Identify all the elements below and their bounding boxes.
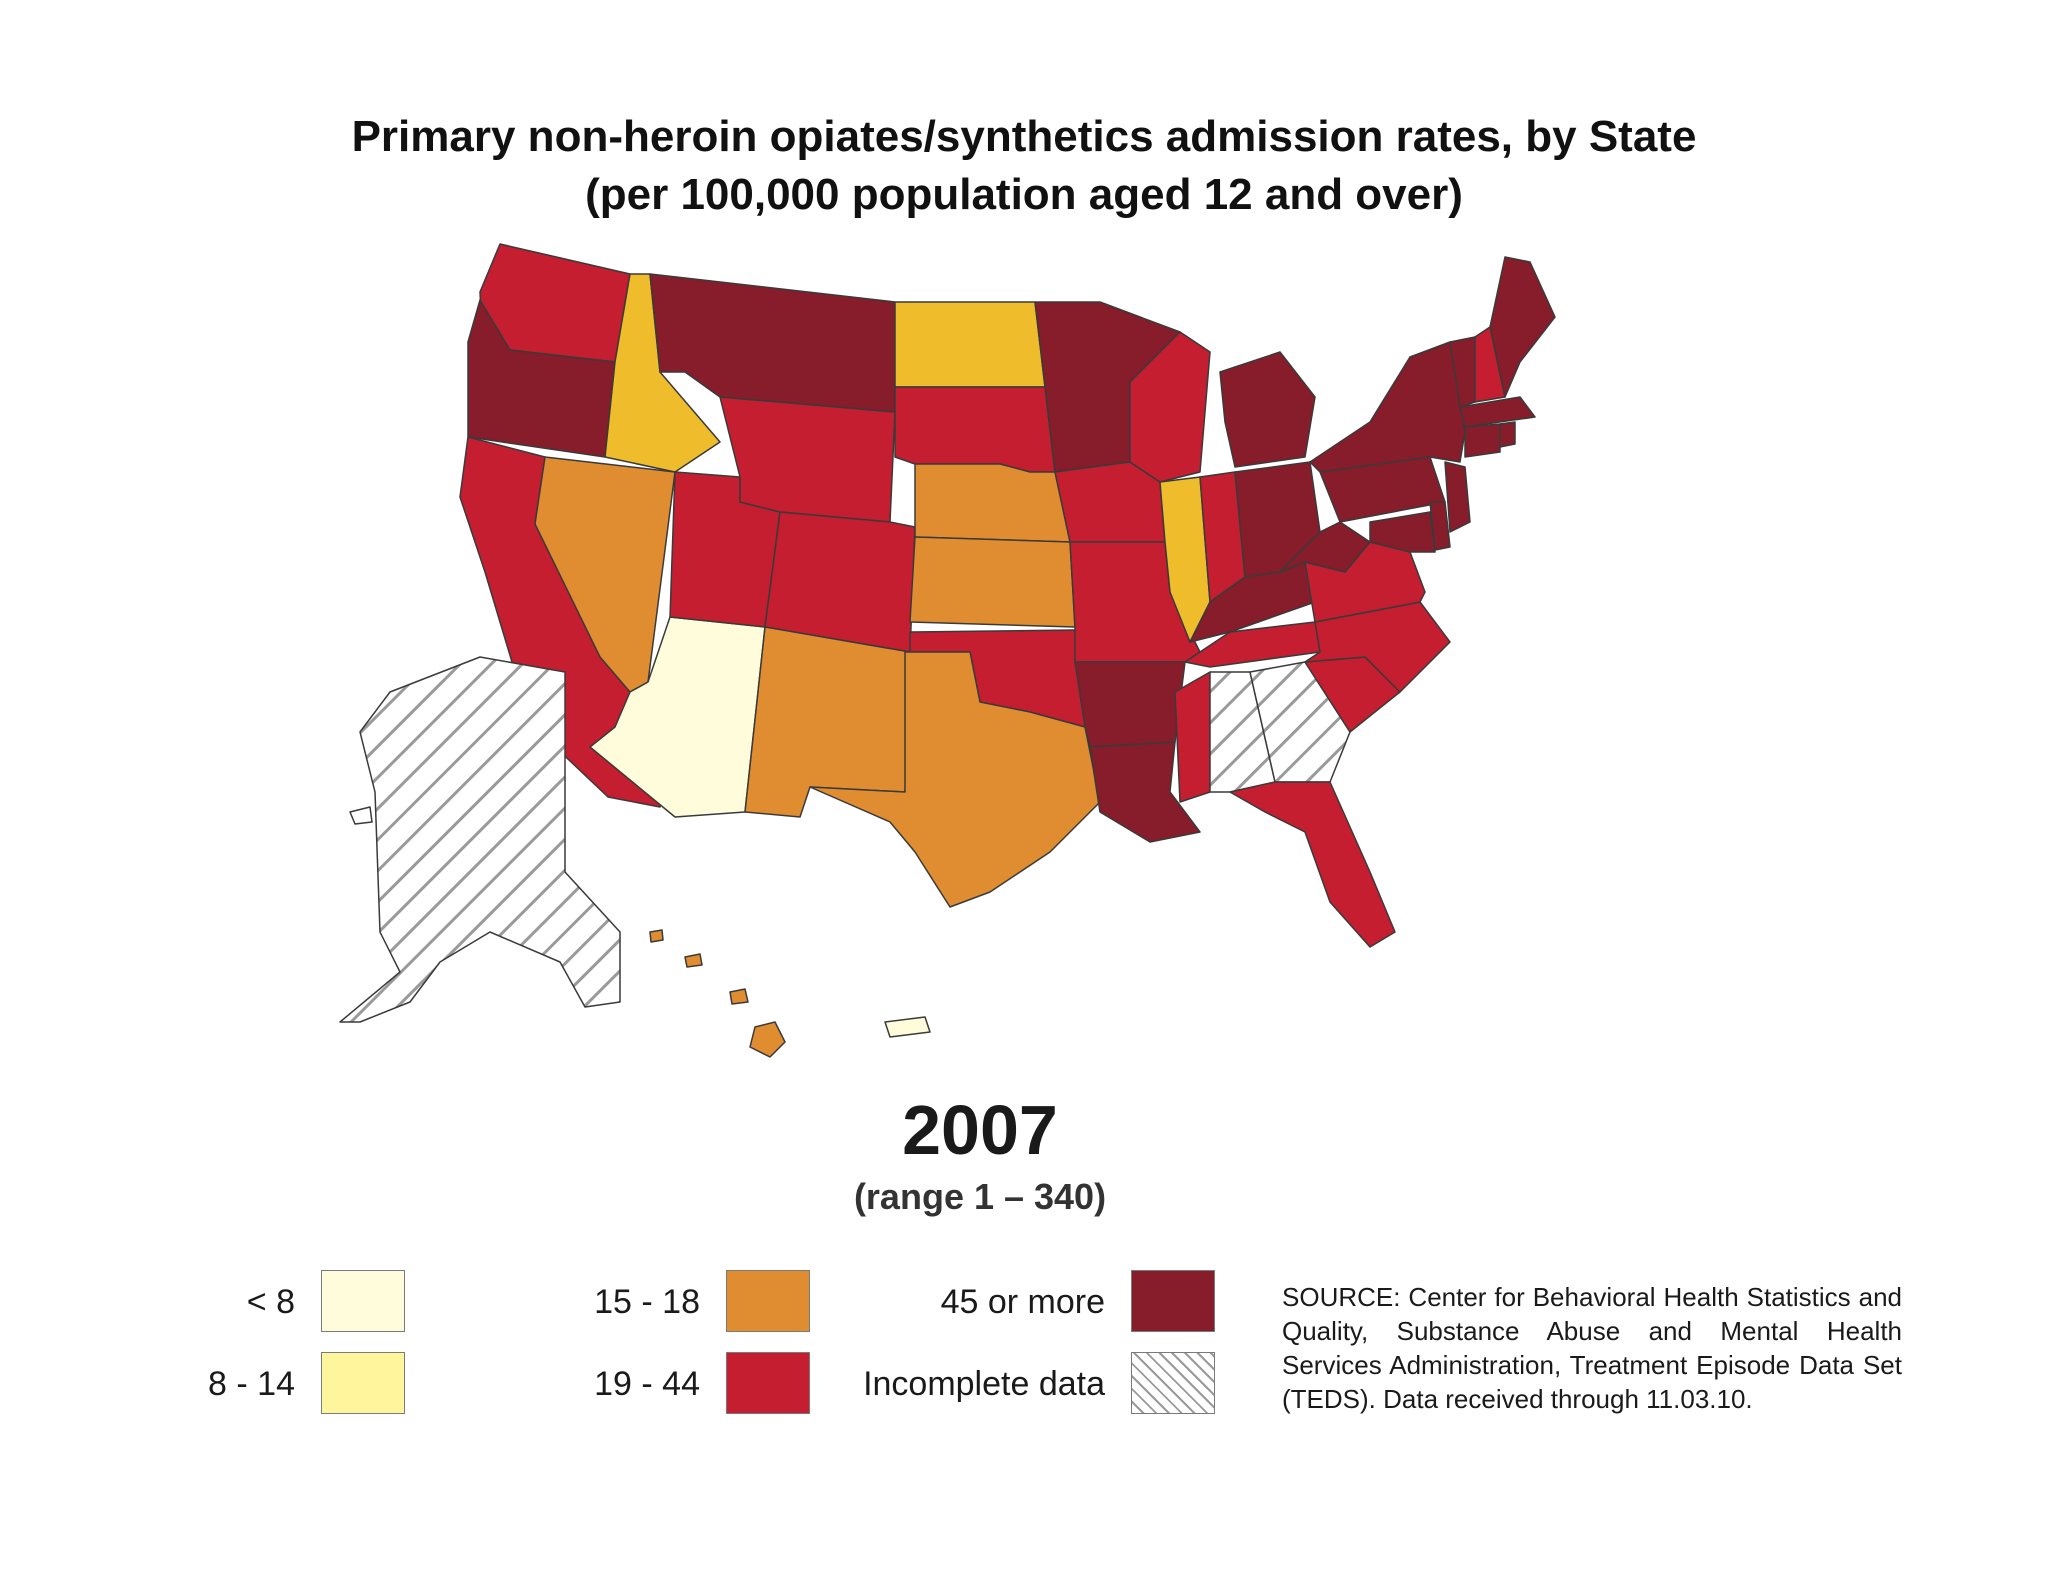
state-hawaii-kauai bbox=[649, 929, 664, 943]
us-state-map bbox=[330, 232, 1660, 1062]
state-mississippi bbox=[1174, 671, 1211, 803]
legend-swatch bbox=[1131, 1270, 1215, 1332]
legend-label: Incomplete data bbox=[863, 1365, 1105, 1403]
legend-swatch-hatched bbox=[1131, 1352, 1215, 1414]
legend-swatch bbox=[321, 1270, 405, 1332]
state-rhode-island bbox=[1499, 421, 1516, 448]
subtitle-line: (per 100,000 population aged 12 and over… bbox=[585, 170, 1463, 219]
state-north-dakota bbox=[894, 301, 1046, 388]
state-georgia bbox=[1249, 661, 1351, 783]
territory-puerto-rico bbox=[884, 1016, 931, 1038]
state-arkansas bbox=[1074, 661, 1186, 748]
state-maine bbox=[1489, 256, 1556, 398]
legend-swatch bbox=[321, 1352, 405, 1414]
map-title: Primary non-heroin opiates/synthetics ad… bbox=[0, 108, 2048, 224]
legend-item-19-44: 19 - 44 bbox=[560, 1352, 810, 1416]
state-connecticut bbox=[1464, 423, 1501, 458]
legend-item-15-18: 15 - 18 bbox=[560, 1270, 810, 1334]
state-maryland bbox=[1369, 511, 1436, 553]
state-alaska-island bbox=[349, 806, 373, 825]
state-michigan bbox=[1219, 351, 1316, 468]
state-hawaii-main bbox=[749, 1021, 786, 1058]
state-new-york bbox=[1309, 341, 1466, 473]
state-florida bbox=[1229, 781, 1396, 948]
state-south-dakota bbox=[894, 386, 1056, 473]
legend-swatch bbox=[726, 1352, 810, 1414]
state-hawaii-maui bbox=[729, 988, 749, 1005]
state-nebraska bbox=[914, 463, 1071, 543]
state-delaware bbox=[1429, 501, 1451, 551]
year-label: 2007 bbox=[902, 1091, 1058, 1169]
state-massachusetts bbox=[1459, 396, 1536, 428]
legend-label: 8 - 14 bbox=[208, 1365, 295, 1403]
state-wyoming bbox=[719, 396, 896, 523]
state-new-jersey bbox=[1444, 461, 1471, 533]
legend-item-45-plus: 45 or more bbox=[840, 1270, 1215, 1334]
state-north-carolina bbox=[1304, 601, 1451, 693]
legend-swatch bbox=[726, 1270, 810, 1332]
state-kansas bbox=[909, 536, 1076, 628]
legend-label: 45 or more bbox=[940, 1283, 1105, 1321]
state-montana bbox=[649, 273, 896, 413]
state-hawaii-oahu bbox=[684, 953, 703, 968]
state-wisconsin bbox=[1129, 331, 1211, 483]
legend-label: < 8 bbox=[246, 1283, 295, 1321]
legend-label: 19 - 44 bbox=[594, 1365, 700, 1403]
state-louisiana bbox=[1089, 741, 1201, 843]
legend-item-incomplete: Incomplete data bbox=[840, 1352, 1215, 1416]
source-note: SOURCE: Center for Behavioral Health Sta… bbox=[1282, 1282, 1902, 1414]
range-label: (range 1 – 340) bbox=[853, 1176, 1107, 1217]
legend-item-lt8: < 8 bbox=[160, 1270, 405, 1334]
legend-item-8-14: 8 - 14 bbox=[160, 1352, 405, 1416]
state-texas bbox=[809, 651, 1101, 908]
legend-label: 15 - 18 bbox=[594, 1283, 700, 1321]
title-line: Primary non-heroin opiates/synthetics ad… bbox=[351, 112, 1697, 161]
state-alaska bbox=[339, 656, 621, 1023]
